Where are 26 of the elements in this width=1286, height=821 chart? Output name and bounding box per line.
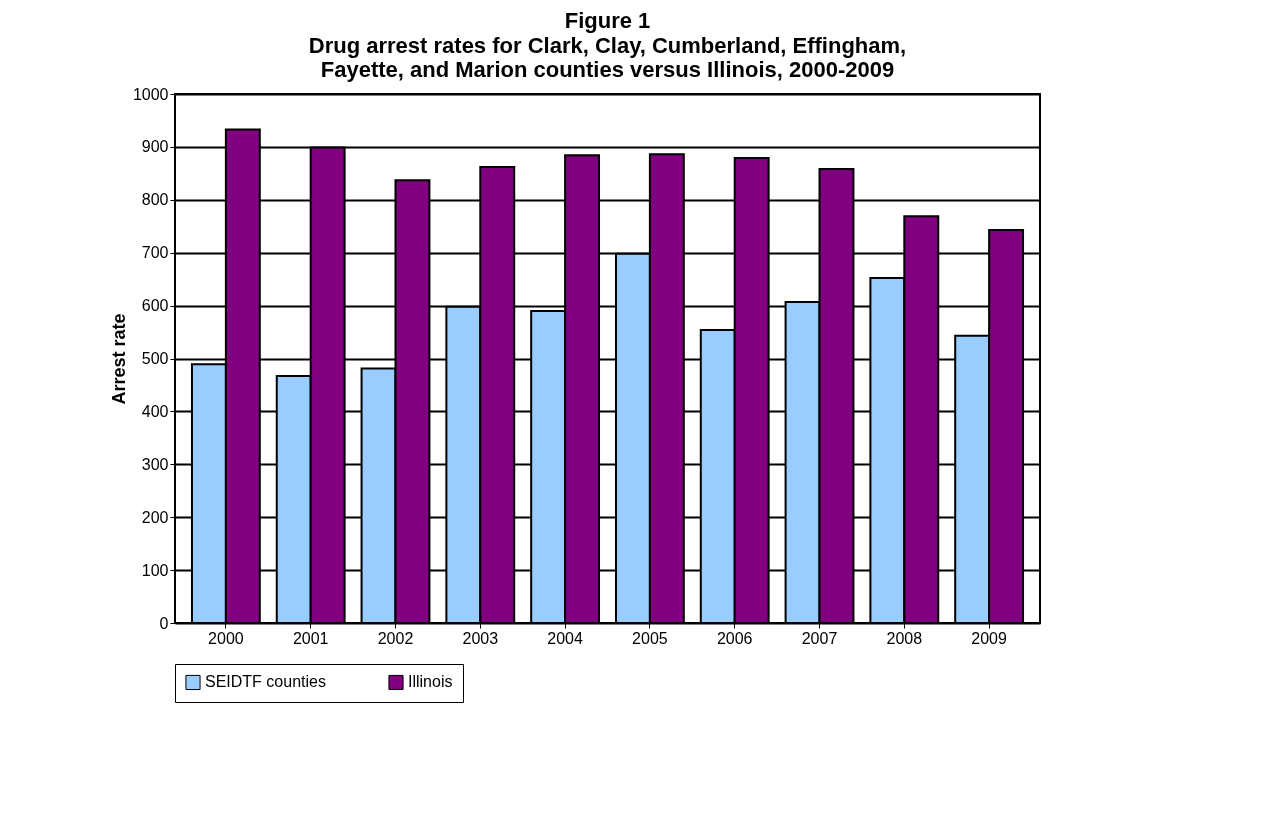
x-tick-label: 2005 [632, 629, 668, 647]
chart-subtitle: Drug arrest rates for Clark, Clay, Cumberland, Effingham, Fayette, and Marion counties versus Illinois, 2000-2009 [308, 33, 907, 82]
y-tick-label: 200 [141, 508, 169, 526]
x-tick-label: 2004 [547, 629, 583, 647]
y-tick-label: 800 [141, 191, 169, 209]
y-axis-title: Arrest rate [108, 313, 129, 405]
x-tick-label: 2001 [292, 629, 329, 647]
y-tick-label: 600 [141, 297, 169, 315]
x-tick-label: 2000 [208, 629, 244, 647]
y-tick-label: 900 [141, 138, 169, 156]
y-tick-label: 700 [141, 244, 169, 262]
x-tick-label: 2007 [801, 629, 838, 647]
y-tick-label: 0 [159, 614, 169, 632]
legend-label: SEIDTF counties [205, 673, 326, 691]
chart-title: Figure 1 [564, 8, 651, 33]
x-tick-label: 2002 [377, 629, 414, 647]
y-tick-label: 100 [141, 561, 169, 579]
legend-label: Illinois [408, 673, 453, 691]
x-tick-label: 2008 [886, 629, 923, 647]
y-tick-label: 400 [141, 402, 169, 420]
x-tick-label: 2003 [462, 629, 499, 647]
x-tick-label: 2009 [971, 629, 1008, 647]
y-tick-label: 500 [141, 350, 169, 367]
x-tick-label: 2006 [716, 629, 753, 647]
y-tick-label: 300 [141, 455, 169, 473]
y-tick-label: 1000 [132, 85, 169, 103]
